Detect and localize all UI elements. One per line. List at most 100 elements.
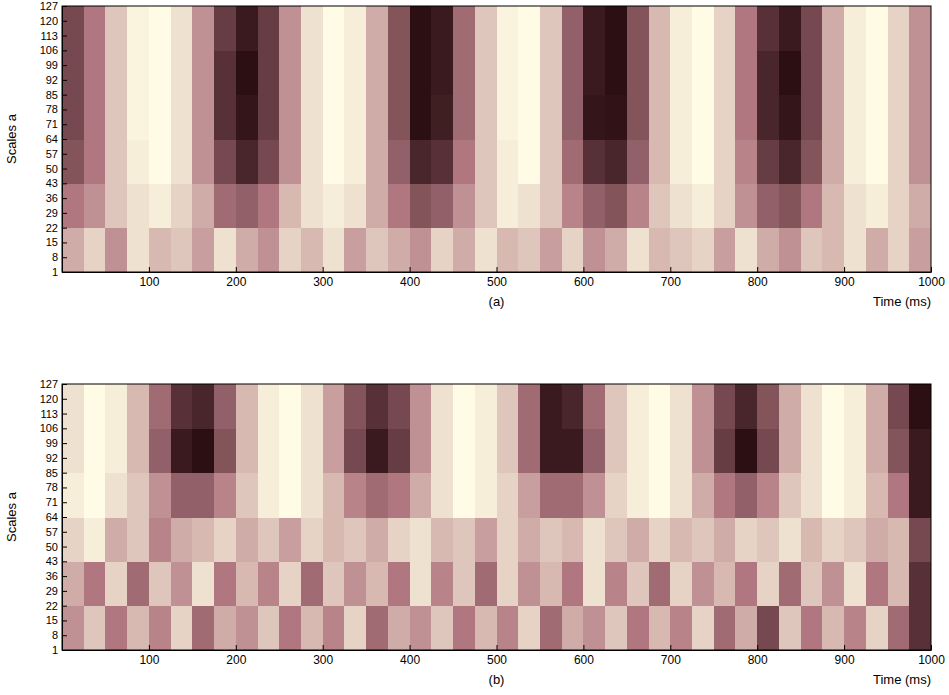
cell xyxy=(214,50,236,95)
cell xyxy=(279,561,301,606)
cell xyxy=(605,473,627,518)
x-tick-label: 700 xyxy=(661,275,681,289)
y-tick: 64 xyxy=(46,511,67,523)
y-tick-label: 99 xyxy=(46,437,58,449)
cell xyxy=(323,384,345,429)
y-tick: 78 xyxy=(46,103,67,115)
cell xyxy=(84,561,106,606)
cell xyxy=(344,50,366,95)
cell xyxy=(323,606,345,650)
cell xyxy=(735,139,757,184)
cell xyxy=(757,228,779,272)
y-tick: 43 xyxy=(46,177,67,189)
x-tick: 300 xyxy=(313,267,333,289)
y-tick-mark xyxy=(62,547,67,548)
y-axis-title: Scales a xyxy=(4,113,19,164)
cell xyxy=(149,139,171,184)
cell xyxy=(844,428,866,473)
cell xyxy=(84,6,106,51)
cell xyxy=(822,50,844,95)
cell xyxy=(192,139,214,184)
cell xyxy=(323,50,345,95)
cell xyxy=(888,183,910,228)
cell xyxy=(497,228,519,272)
cell xyxy=(388,561,410,606)
y-tick-mark xyxy=(62,257,67,258)
cell xyxy=(540,183,562,228)
cell xyxy=(258,561,280,606)
cell xyxy=(909,517,931,562)
cell xyxy=(583,561,605,606)
cell xyxy=(431,517,453,562)
cell xyxy=(171,95,193,140)
cell xyxy=(84,139,106,184)
cell xyxy=(258,228,280,272)
cell xyxy=(497,561,519,606)
y-tick-mark xyxy=(62,428,67,429)
cell xyxy=(344,473,366,518)
cell xyxy=(909,6,931,51)
cell xyxy=(562,606,584,650)
y-tick-mark xyxy=(62,473,67,474)
x-tick-mark xyxy=(236,645,237,650)
y-tick: 113 xyxy=(40,408,67,420)
cell xyxy=(279,606,301,650)
cell xyxy=(236,139,258,184)
cell xyxy=(714,606,736,650)
y-tick-mark xyxy=(62,6,67,7)
cell xyxy=(801,561,823,606)
cell xyxy=(866,228,888,272)
y-tick-mark xyxy=(62,109,67,110)
cell xyxy=(866,6,888,51)
cell xyxy=(909,561,931,606)
x-tick-label: 900 xyxy=(835,653,855,667)
cell xyxy=(62,561,84,606)
x-tick: 1000 xyxy=(918,645,945,667)
cell xyxy=(192,50,214,95)
cell xyxy=(822,95,844,140)
cell xyxy=(670,428,692,473)
cell xyxy=(844,517,866,562)
cell xyxy=(323,473,345,518)
x-tick-label: 200 xyxy=(226,653,246,667)
cell xyxy=(649,228,671,272)
cell xyxy=(236,473,258,518)
cell xyxy=(431,473,453,518)
x-tick-mark xyxy=(670,645,671,650)
cell xyxy=(562,50,584,95)
cell xyxy=(822,228,844,272)
cell xyxy=(475,517,497,562)
y-tick-mark xyxy=(62,154,67,155)
y-tick-label: 22 xyxy=(46,222,58,234)
cell xyxy=(105,228,127,272)
y-tick: 127 xyxy=(40,0,67,12)
cell xyxy=(431,50,453,95)
cell xyxy=(192,473,214,518)
cell xyxy=(540,561,562,606)
cell xyxy=(583,384,605,429)
y-tick-mark xyxy=(62,635,67,636)
cell xyxy=(192,228,214,272)
y-axis-title: Scales a xyxy=(4,491,19,542)
cell xyxy=(822,384,844,429)
cell xyxy=(540,50,562,95)
cell xyxy=(540,517,562,562)
cell xyxy=(779,183,801,228)
panel-title: (a) xyxy=(489,294,505,309)
y-tick: 8 xyxy=(52,251,67,263)
cell xyxy=(714,473,736,518)
cell xyxy=(888,428,910,473)
y-tick: 1 xyxy=(52,644,67,656)
cell xyxy=(583,6,605,51)
cell xyxy=(214,6,236,51)
cell xyxy=(540,228,562,272)
y-tick-mark xyxy=(62,183,67,184)
cell xyxy=(192,561,214,606)
x-tick-mark xyxy=(410,267,411,272)
cell xyxy=(822,428,844,473)
y-tick-label: 8 xyxy=(52,251,58,263)
cell xyxy=(127,428,149,473)
cell xyxy=(518,384,540,429)
cell xyxy=(757,183,779,228)
cell xyxy=(366,6,388,51)
